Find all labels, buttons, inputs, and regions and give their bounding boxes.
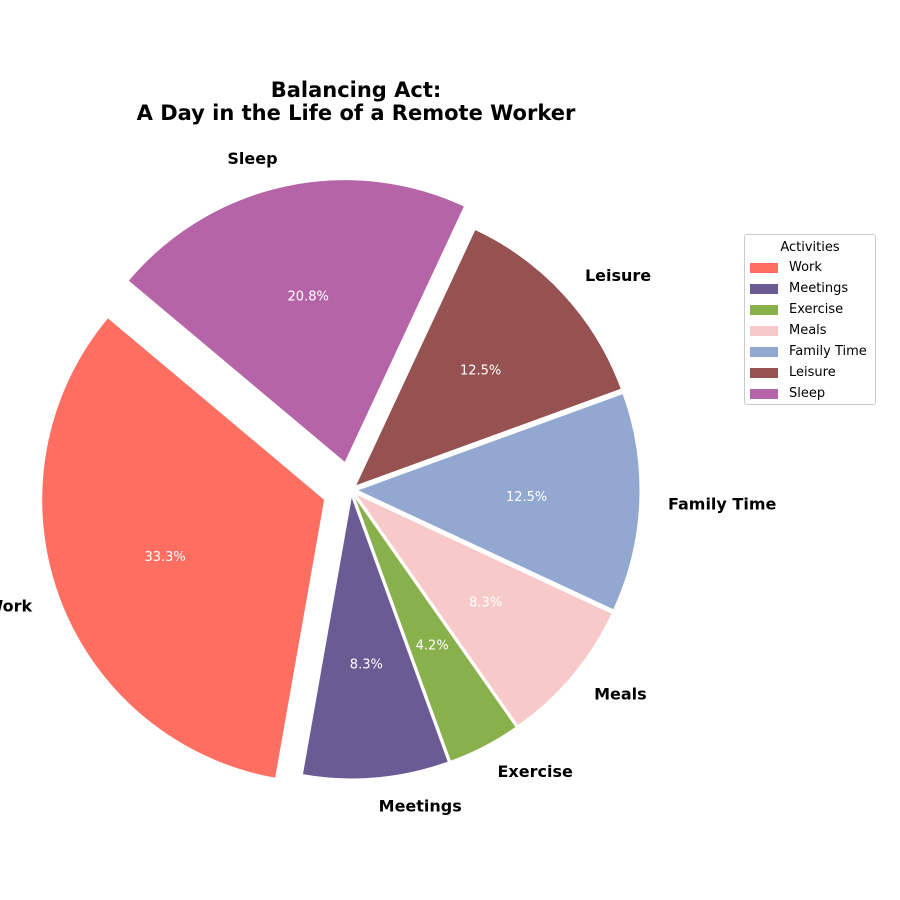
pie-slice-leisure: [354, 228, 622, 487]
slice-label-leisure: Leisure: [585, 266, 651, 285]
legend-swatch: [750, 325, 778, 336]
pct-label-exercise: 4.2%: [416, 638, 449, 653]
legend-item-work: Work: [750, 257, 822, 278]
legend-item-exercise: Exercise: [750, 299, 843, 320]
slice-label-family-time: Family Time: [668, 494, 777, 513]
legend-item-leisure: Leisure: [750, 362, 836, 383]
legend-swatch: [750, 367, 778, 378]
legend-swatch: [750, 304, 778, 315]
pct-label-meetings: 8.3%: [350, 658, 383, 673]
pct-label-leisure: 12.5%: [460, 364, 501, 379]
slice-label-meals: Meals: [594, 684, 647, 703]
legend-swatch: [750, 283, 778, 294]
legend-swatch: [750, 388, 778, 399]
slice-label-work: Work: [0, 597, 33, 616]
pct-label-family-time: 12.5%: [506, 490, 547, 505]
legend-label: Work: [789, 260, 822, 275]
legend-label: Meals: [789, 323, 827, 338]
legend-swatch: [750, 346, 778, 357]
slice-label-exercise: Exercise: [498, 762, 573, 781]
legend-item-family-time: Family Time: [750, 341, 867, 362]
pie-slice-exercise: [353, 495, 517, 762]
legend-label: Family Time: [789, 344, 867, 359]
chart-title-line-2: A Day in the Life of a Remote Worker: [137, 101, 576, 125]
slice-label-meetings: Meetings: [379, 797, 462, 816]
pct-label-meals: 8.3%: [469, 596, 502, 611]
chart-legend: Activities Work Meetings Exercise Meals Fami…: [744, 234, 876, 405]
legend-title: Activities: [780, 240, 840, 255]
legend-label: Leisure: [789, 365, 836, 380]
pct-label-sleep: 20.8%: [288, 289, 329, 304]
pie-slice-work: [41, 316, 326, 779]
pie-slice-sleep: [127, 179, 466, 464]
legend-label: Meetings: [789, 281, 849, 296]
legend-item-sleep: Sleep: [750, 383, 825, 404]
chart-title-line-1: Balancing Act:: [271, 78, 442, 102]
pie-slice-meetings: [301, 494, 449, 780]
legend-item-meals: Meals: [750, 320, 827, 341]
pie-slice-meals: [354, 492, 613, 727]
legend-item-meetings: Meetings: [750, 278, 848, 299]
pct-label-work: 33.3%: [144, 550, 185, 565]
legend-swatch: [750, 262, 778, 273]
legend-label: Exercise: [789, 302, 844, 317]
legend-label: Sleep: [789, 386, 826, 401]
pie-slice-family-time: [355, 392, 641, 611]
slice-label-sleep: Sleep: [227, 149, 277, 168]
